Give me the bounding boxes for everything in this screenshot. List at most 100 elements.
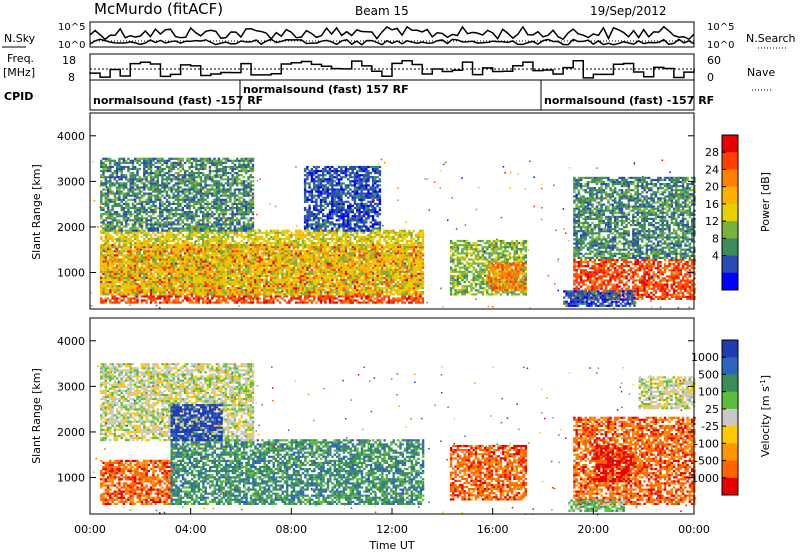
heatmap-cell	[123, 293, 125, 295]
heatmap-cell	[161, 250, 163, 252]
heatmap-cell	[367, 281, 369, 283]
heatmap-cell	[399, 283, 401, 285]
heatmap-cell	[114, 275, 116, 277]
heatmap-cell	[213, 289, 215, 291]
heatmap-cell	[340, 299, 342, 301]
heatmap-cell	[157, 291, 159, 293]
heatmap-cell	[272, 254, 274, 256]
heatmap-cell	[397, 250, 399, 252]
heatmap-cell	[111, 258, 113, 260]
heatmap-cell	[247, 302, 249, 304]
heatmap-cell	[175, 244, 177, 246]
heatmap-cell	[127, 287, 129, 289]
heatmap-cell	[324, 295, 326, 297]
heatmap-cell	[363, 293, 365, 295]
heatmap-cell	[293, 279, 295, 281]
heatmap-cell	[231, 285, 233, 287]
heatmap-cell	[272, 269, 274, 271]
heatmap-cell	[130, 271, 132, 273]
heatmap-cell	[218, 283, 220, 285]
heatmap-cell	[268, 269, 270, 271]
heatmap-cell	[177, 295, 179, 297]
heatmap-cell	[145, 293, 147, 295]
heatmap-cell	[186, 265, 188, 267]
heatmap-cell	[247, 289, 249, 291]
heatmap-cell	[216, 246, 218, 248]
heatmap-cell	[259, 279, 261, 281]
heatmap-cell	[148, 289, 150, 291]
heatmap-cell	[207, 297, 209, 299]
heatmap-cell	[204, 232, 206, 234]
heatmap-cell	[422, 263, 424, 265]
nsky-label: N.Sky	[4, 32, 36, 45]
heatmap-cell	[250, 265, 252, 267]
heatmap-cell	[136, 263, 138, 265]
heatmap-cell	[157, 252, 159, 254]
heatmap-cell	[118, 279, 120, 281]
heatmap-cell	[154, 254, 156, 256]
heatmap-cell	[132, 265, 134, 267]
heatmap-cell	[288, 240, 290, 242]
heatmap-cell	[234, 302, 236, 304]
heatmap-cell	[188, 269, 190, 271]
heatmap-cell	[175, 275, 177, 277]
heatmap-cell	[216, 232, 218, 234]
heatmap-cell	[159, 256, 161, 258]
heatmap-cell	[225, 254, 227, 256]
heatmap-cell	[141, 302, 143, 304]
heatmap-cell	[168, 232, 170, 234]
heatmap-cell	[308, 295, 310, 297]
heatmap-cell	[324, 263, 326, 265]
heatmap-cell	[281, 287, 283, 289]
heatmap-cell	[395, 299, 397, 301]
heatmap-cell	[139, 275, 141, 277]
heatmap-cell	[268, 281, 270, 283]
heatmap-cell	[166, 293, 168, 295]
heatmap-cell	[170, 236, 172, 238]
heatmap-cell	[143, 291, 145, 293]
heatmap-cell	[118, 240, 120, 242]
heatmap-cell	[123, 287, 125, 289]
heatmap-cell	[145, 258, 147, 260]
heatmap-cell	[250, 232, 252, 234]
heatmap-cell	[259, 271, 261, 273]
heatmap-cell	[406, 297, 408, 299]
heatmap-cell	[241, 236, 243, 238]
heatmap-cell	[105, 258, 107, 260]
heatmap-cell	[263, 265, 265, 267]
heatmap-cell	[288, 291, 290, 293]
heatmap-cell	[157, 256, 159, 258]
heatmap-cell	[191, 302, 193, 304]
heatmap-cell	[159, 289, 161, 291]
heatmap-cell	[327, 291, 329, 293]
heatmap-cell	[256, 299, 258, 301]
heatmap-cell	[213, 293, 215, 295]
heatmap-cell	[107, 236, 109, 238]
heatmap-cell	[216, 244, 218, 246]
heatmap-cell	[263, 267, 265, 269]
heatmap-cell	[265, 236, 267, 238]
heatmap-cell	[139, 273, 141, 275]
heatmap-cell	[207, 273, 209, 275]
heatmap-cell	[116, 275, 118, 277]
heatmap-cell	[157, 248, 159, 250]
heatmap-cell	[284, 295, 286, 297]
heatmap-cell	[159, 293, 161, 295]
heatmap-cell	[381, 271, 383, 273]
heatmap-cell	[116, 258, 118, 260]
heatmap-cell	[229, 248, 231, 250]
heatmap-cell	[270, 279, 272, 281]
heatmap-cell	[191, 263, 193, 265]
heatmap-cell	[121, 291, 123, 293]
heatmap-cell	[170, 281, 172, 283]
heatmap-cell	[159, 254, 161, 256]
heatmap-cell	[390, 263, 392, 265]
heatmap-cell	[186, 263, 188, 265]
heatmap-cell	[204, 273, 206, 275]
heatmap-cell	[254, 285, 256, 287]
heatmap-cell	[191, 234, 193, 236]
heatmap-cell	[127, 302, 129, 304]
heatmap-cell	[216, 250, 218, 252]
heatmap-cell	[114, 244, 116, 246]
heatmap-cell	[177, 232, 179, 234]
